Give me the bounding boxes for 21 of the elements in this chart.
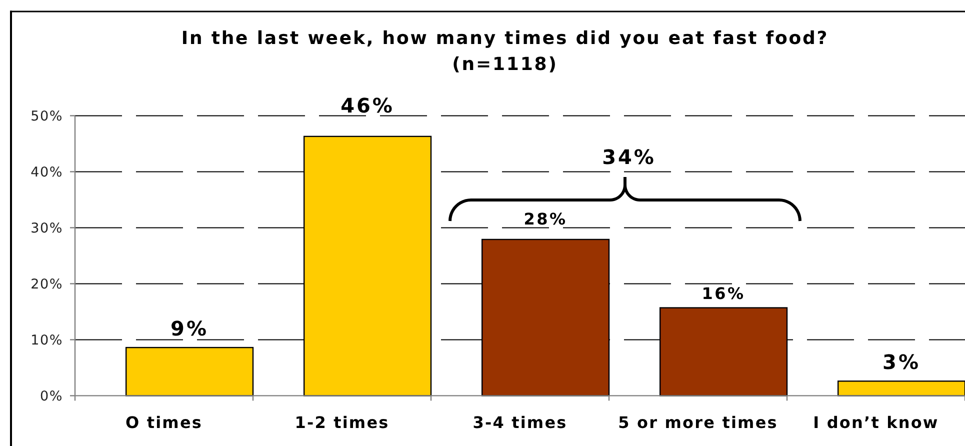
data-label: 28% bbox=[524, 210, 568, 229]
y-tick-label: 20% bbox=[30, 276, 63, 292]
y-tick-label: 50% bbox=[30, 108, 63, 124]
y-tick-label: 40% bbox=[30, 164, 63, 180]
annotation: 34% bbox=[602, 145, 656, 169]
data-label: 3% bbox=[882, 350, 921, 374]
x-tick-label: I don’t know bbox=[813, 413, 939, 432]
y-tick-label: 0% bbox=[40, 388, 63, 404]
chart-subtitle: (n=1118) bbox=[452, 54, 558, 75]
y-tick-label: 10% bbox=[30, 332, 63, 348]
data-label: 46% bbox=[340, 94, 394, 118]
x-tick-label: 5 or more times bbox=[618, 413, 778, 432]
data-label: 9% bbox=[170, 316, 209, 341]
data-label: 16% bbox=[702, 284, 746, 303]
bar bbox=[125, 346, 254, 396]
x-tick-label: 1-2 times bbox=[294, 413, 390, 432]
x-tick-label: O times bbox=[125, 413, 203, 432]
x-tick-label: 3-4 times bbox=[472, 413, 568, 432]
y-tick-label: 30% bbox=[30, 220, 63, 236]
bar bbox=[837, 380, 965, 396]
chart-title: In the last week, how many times did you eat fast food? bbox=[181, 28, 829, 49]
